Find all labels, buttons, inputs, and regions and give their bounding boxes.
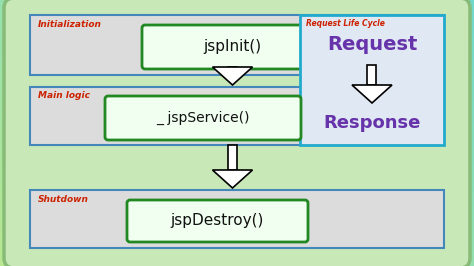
Bar	[300, 15, 444, 145]
Polygon shape	[212, 67, 253, 85]
Bar	[367, 65, 376, 85]
Text: _ jspService(): _ jspService()	[156, 111, 250, 125]
Text: Request: Request	[327, 35, 417, 55]
Polygon shape	[212, 170, 253, 188]
Text: Request Life Cycle: Request Life Cycle	[306, 19, 385, 28]
FancyBboxPatch shape	[105, 96, 301, 140]
Bar	[30, 190, 444, 248]
Text: jspInit(): jspInit()	[203, 39, 262, 55]
Text: Response: Response	[323, 114, 421, 132]
FancyBboxPatch shape	[4, 0, 470, 266]
FancyBboxPatch shape	[127, 200, 308, 242]
Text: jspDestroy(): jspDestroy()	[171, 214, 264, 228]
FancyBboxPatch shape	[142, 25, 323, 69]
Text: Shutdown: Shutdown	[38, 195, 89, 204]
Bar	[228, 145, 237, 170]
Text: Initialization: Initialization	[38, 20, 102, 29]
Text: Main logic: Main logic	[38, 91, 90, 100]
Bar	[228, 67, 237, 75]
Bar	[30, 15, 444, 75]
Bar	[30, 87, 439, 145]
Polygon shape	[352, 85, 392, 103]
